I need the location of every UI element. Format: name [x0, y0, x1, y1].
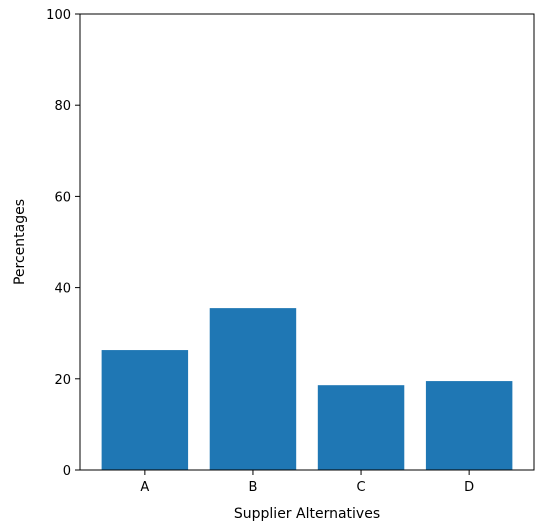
- y-tick-label: 20: [54, 373, 71, 388]
- bar-b: [209, 308, 297, 470]
- y-tick-label: 80: [54, 99, 71, 114]
- y-tick-label: 0: [63, 464, 71, 479]
- y-tick-label: 100: [46, 8, 71, 23]
- x-tick-label: D: [464, 480, 474, 495]
- plot-frame: [79, 13, 535, 471]
- x-tick-label: A: [140, 480, 149, 495]
- bars-group: [101, 308, 513, 470]
- x-tick-label: B: [248, 480, 257, 495]
- y-axis-label: Percentages: [12, 199, 28, 285]
- x-tick-label: C: [357, 480, 366, 495]
- bar-c: [317, 385, 405, 470]
- bar-d: [425, 381, 513, 470]
- x-axis-label: Supplier Alternatives: [234, 506, 380, 522]
- y-tick-label: 40: [54, 282, 71, 297]
- y-tick-label: 60: [54, 190, 71, 205]
- bar-a: [101, 350, 189, 470]
- x-axis-ticks: A B C D: [140, 470, 474, 495]
- y-axis-ticks: 0 20 40 60 80 100: [46, 8, 80, 479]
